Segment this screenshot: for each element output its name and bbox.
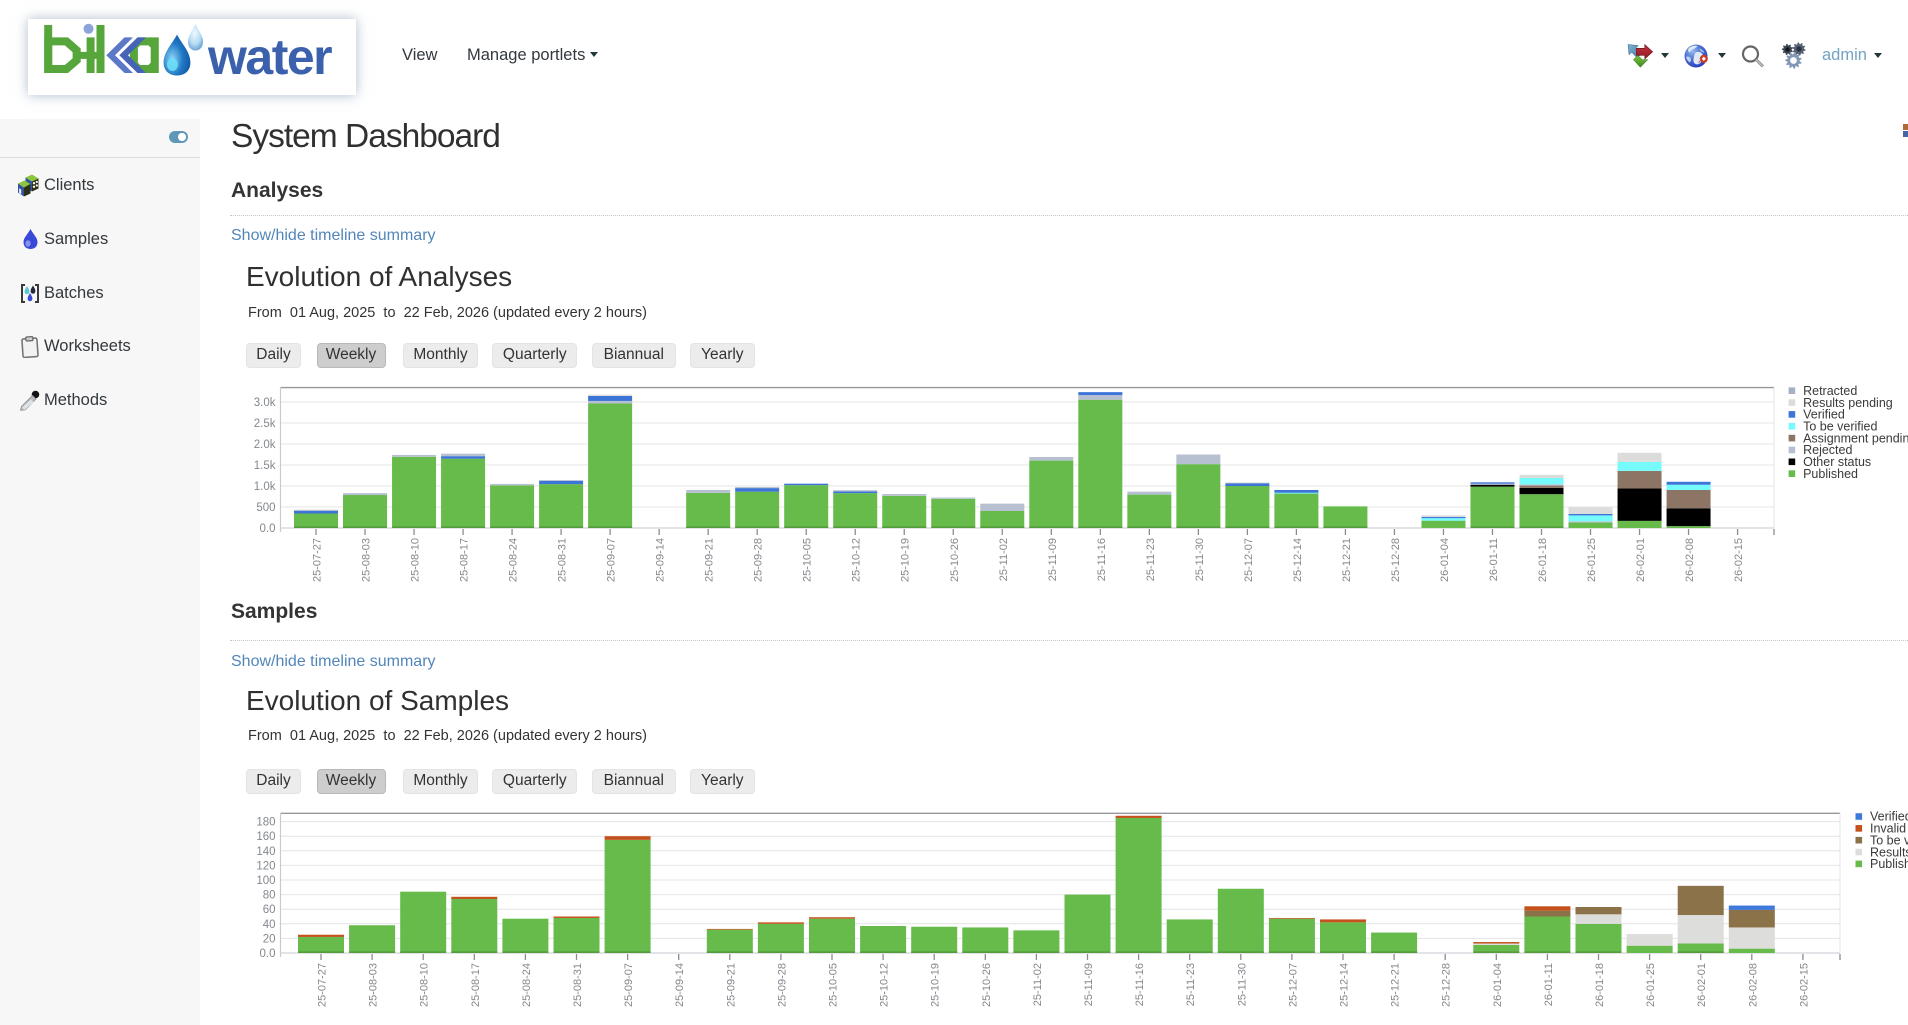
svg-text:25-11-30: 25-11-30	[1236, 963, 1248, 1006]
svg-text:0.0: 0.0	[260, 523, 276, 535]
svg-text:120: 120	[256, 860, 275, 872]
svg-text:Other status: Other status	[1803, 455, 1871, 469]
svg-text:25-09-21: 25-09-21	[725, 963, 737, 1007]
svg-text:500: 500	[256, 502, 275, 514]
svg-text:26-01-04: 26-01-04	[1492, 963, 1504, 1007]
svg-text:25-11-02: 25-11-02	[1032, 963, 1044, 1006]
svg-text:25-11-23: 25-11-23	[1185, 963, 1197, 1006]
svg-text:To be verified: To be verified	[1803, 419, 1877, 433]
svg-text:26-01-18: 26-01-18	[1537, 538, 1549, 582]
svg-text:25-09-28: 25-09-28	[753, 538, 765, 582]
svg-text:Verified: Verified	[1803, 408, 1845, 422]
svg-text:0.0: 0.0	[260, 948, 276, 960]
svg-text:25-11-09: 25-11-09	[1047, 538, 1059, 581]
svg-text:25-08-24: 25-08-24	[508, 538, 520, 582]
svg-text:Verified: Verified	[1870, 810, 1908, 824]
svg-text:Rejected: Rejected	[1803, 443, 1852, 457]
svg-text:25-07-27: 25-07-27	[317, 963, 329, 1007]
svg-text:25-09-07: 25-09-07	[623, 963, 635, 1007]
svg-text:26-02-15: 26-02-15	[1798, 963, 1810, 1007]
svg-text:25-08-10: 25-08-10	[410, 538, 422, 582]
svg-text:25-12-28: 25-12-28	[1441, 963, 1453, 1007]
svg-text:25-12-21: 25-12-21	[1390, 963, 1402, 1007]
svg-text:26-02-15: 26-02-15	[1733, 538, 1745, 582]
svg-text:25-11-30: 25-11-30	[1194, 538, 1206, 581]
svg-text:25-08-24: 25-08-24	[521, 963, 533, 1007]
svg-text:25-10-05: 25-10-05	[828, 963, 840, 1007]
svg-text:25-09-14: 25-09-14	[655, 538, 667, 582]
svg-text:Assignment pending: Assignment pending	[1803, 431, 1908, 445]
svg-text:Results pending: Results pending	[1870, 845, 1908, 859]
svg-text:20: 20	[263, 933, 276, 945]
svg-text:26-01-25: 26-01-25	[1645, 963, 1657, 1007]
svg-text:25-07-27: 25-07-27	[312, 538, 324, 582]
svg-text:25-08-03: 25-08-03	[361, 538, 373, 582]
svg-text:25-12-14: 25-12-14	[1339, 963, 1351, 1007]
svg-text:26-01-11: 26-01-11	[1488, 538, 1500, 581]
svg-text:1.0k: 1.0k	[254, 481, 276, 493]
svg-text:25-10-12: 25-10-12	[851, 538, 863, 582]
svg-text:26-02-08: 26-02-08	[1747, 963, 1759, 1007]
svg-text:25-09-21: 25-09-21	[704, 538, 716, 582]
svg-text:180: 180	[256, 817, 275, 829]
svg-text:25-10-19: 25-10-19	[930, 963, 942, 1007]
svg-text:26-01-18: 26-01-18	[1594, 963, 1606, 1007]
svg-text:26-02-01: 26-02-01	[1635, 538, 1647, 582]
svg-text:Results pending: Results pending	[1803, 396, 1893, 410]
svg-text:80: 80	[263, 890, 276, 902]
svg-text:water: water	[207, 29, 332, 85]
svg-text:26-01-11: 26-01-11	[1543, 963, 1555, 1006]
svg-text:25-09-28: 25-09-28	[776, 963, 788, 1007]
svg-text:26-02-01: 26-02-01	[1696, 963, 1708, 1007]
svg-text:2.5k: 2.5k	[254, 418, 276, 430]
svg-text:26-01-04: 26-01-04	[1439, 538, 1451, 582]
svg-text:25-08-17: 25-08-17	[470, 963, 482, 1007]
svg-text:25-08-10: 25-08-10	[419, 963, 431, 1007]
svg-text:25-09-14: 25-09-14	[674, 963, 686, 1007]
svg-text:25-11-16: 25-11-16	[1134, 963, 1146, 1006]
svg-text:25-08-03: 25-08-03	[368, 963, 380, 1007]
svg-text:25-10-19: 25-10-19	[900, 538, 912, 582]
svg-text:25-12-28: 25-12-28	[1390, 538, 1402, 582]
svg-text:160: 160	[256, 831, 275, 843]
svg-text:25-10-26: 25-10-26	[949, 538, 961, 582]
svg-text:25-11-09: 25-11-09	[1083, 963, 1095, 1006]
svg-text:To be verified: To be verified	[1870, 833, 1908, 847]
svg-text:25-10-26: 25-10-26	[981, 963, 993, 1007]
svg-text:2.0k: 2.0k	[254, 439, 276, 451]
svg-text:25-09-07: 25-09-07	[606, 538, 618, 582]
svg-text:25-08-31: 25-08-31	[557, 538, 569, 582]
svg-text:Published: Published	[1803, 467, 1858, 481]
svg-text:1.5k: 1.5k	[254, 460, 276, 472]
svg-text:25-11-23: 25-11-23	[1145, 538, 1157, 581]
svg-text:100: 100	[256, 875, 275, 887]
svg-text:140: 140	[256, 846, 275, 858]
svg-text:25-11-02: 25-11-02	[998, 538, 1010, 581]
svg-text:Invalid: Invalid	[1870, 822, 1906, 836]
svg-text:25-10-12: 25-10-12	[879, 963, 891, 1007]
svg-text:25-12-07: 25-12-07	[1243, 538, 1255, 582]
svg-text:25-12-21: 25-12-21	[1341, 538, 1353, 582]
svg-text:25-12-07: 25-12-07	[1287, 963, 1299, 1007]
svg-text:3.0k: 3.0k	[254, 397, 276, 409]
svg-text:25-11-16: 25-11-16	[1096, 538, 1108, 581]
svg-text:25-08-17: 25-08-17	[459, 538, 471, 582]
svg-text:25-08-31: 25-08-31	[572, 963, 584, 1007]
svg-text:25-10-05: 25-10-05	[802, 538, 814, 582]
svg-text:26-01-25: 26-01-25	[1586, 538, 1598, 582]
svg-text:26-02-08: 26-02-08	[1684, 538, 1696, 582]
svg-text:Retracted: Retracted	[1803, 384, 1857, 398]
svg-text:40: 40	[263, 919, 276, 931]
svg-text:Published: Published	[1870, 857, 1908, 871]
svg-text:25-12-14: 25-12-14	[1292, 538, 1304, 582]
svg-text:60: 60	[263, 904, 276, 916]
